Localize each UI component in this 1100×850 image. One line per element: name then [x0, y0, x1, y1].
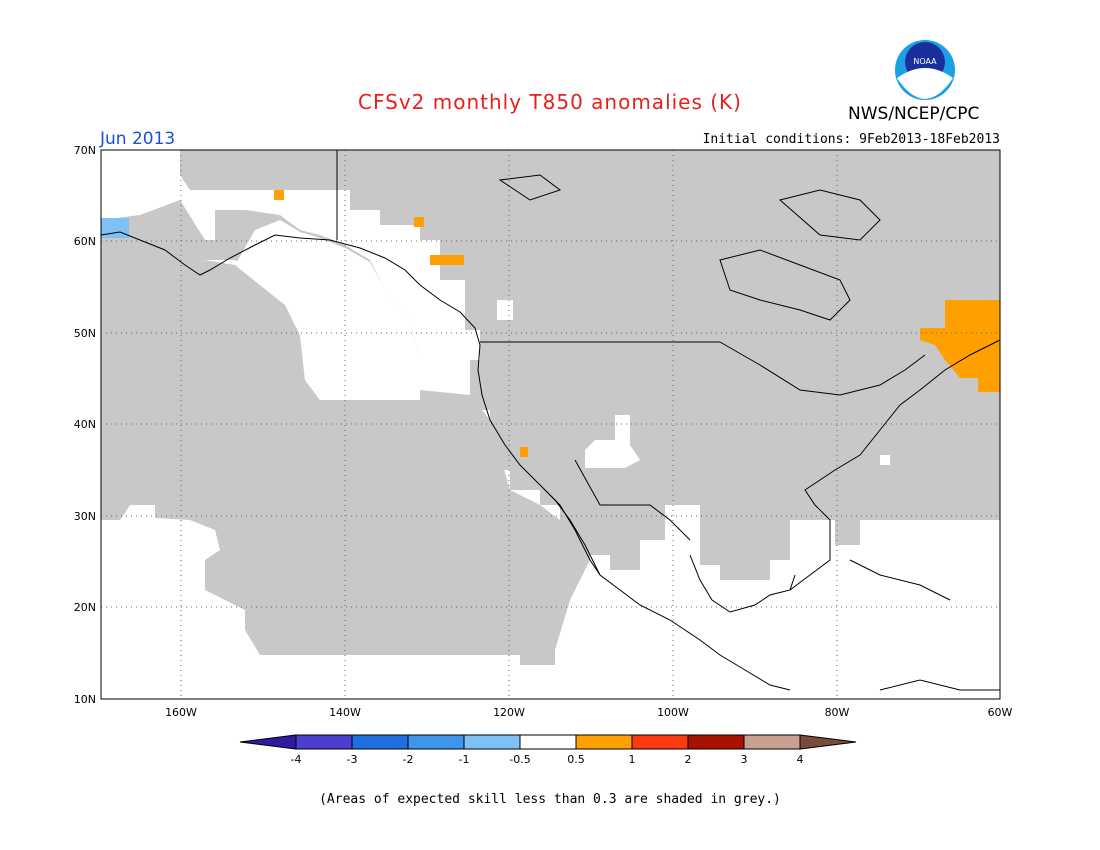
lon-label: 140W: [329, 706, 361, 719]
colorbar-label: 4: [797, 753, 804, 766]
positive-anomaly-patch: [430, 255, 464, 265]
noaa-logo: NOAA: [895, 40, 955, 100]
colorbar-segment: [295, 734, 353, 750]
colorbar-arrow-high: [799, 734, 857, 750]
colorbar-label: -2: [403, 753, 414, 766]
lon-labels: 160W 140W 120W 100W 80W 60W: [165, 706, 1012, 719]
agency-label: NWS/NCEP/CPC: [848, 104, 980, 124]
lat-label: 20N: [74, 601, 96, 614]
colorbar-segment: [351, 734, 409, 750]
colorbar-segment: [687, 734, 745, 750]
lat-label: 10N: [74, 693, 96, 706]
colorbar-segment: [463, 734, 521, 750]
positive-anomaly-patch: [274, 190, 284, 200]
lat-label: 70N: [74, 144, 96, 157]
map-frame: [100, 149, 1001, 700]
colorbar-arrow-low: [239, 734, 297, 750]
colorbar-label: 3: [741, 753, 748, 766]
lon-label: 80W: [825, 706, 850, 719]
colorbar-label: 0.5: [567, 753, 585, 766]
colorbar: -4 -3 -2 -1 -0.5 0.5 1 2 3 4: [239, 734, 857, 766]
colorbar-segment: [519, 734, 577, 750]
positive-anomaly-patch: [520, 447, 528, 457]
colorbar-label: -4: [291, 753, 302, 766]
lat-labels: 70N 60N 50N 40N 30N 20N 10N: [74, 144, 96, 706]
lat-label: 40N: [74, 418, 96, 431]
colorbar-segment: [575, 734, 633, 750]
lat-label: 50N: [74, 327, 96, 340]
colorbar-label: -3: [347, 753, 358, 766]
forecast-month: Jun 2013: [100, 129, 176, 149]
lon-label: 100W: [657, 706, 689, 719]
colorbar-label: 1: [629, 753, 636, 766]
lon-label: 120W: [493, 706, 525, 719]
map-title: CFSv2 monthly T850 anomalies (K): [358, 90, 742, 114]
colorbar-segment: [407, 734, 465, 750]
colorbar-segment: [631, 734, 689, 750]
lat-label: 60N: [74, 235, 96, 248]
colorbar-segment: [743, 734, 801, 750]
positive-anomaly-patch: [920, 300, 1000, 392]
lon-label: 160W: [165, 706, 197, 719]
lat-label: 30N: [74, 510, 96, 523]
negative-anomaly-patch: [101, 218, 129, 238]
noaa-logo-text: NOAA: [913, 57, 937, 66]
positive-anomaly-patch: [414, 217, 424, 227]
footnote: (Areas of expected skill less than 0.3 a…: [319, 792, 781, 807]
colorbar-label: 2: [685, 753, 692, 766]
coastlines: [100, 150, 1001, 691]
initial-conditions: Initial conditions: 9Feb2013-18Feb2013: [702, 132, 1000, 147]
low-skill-shading: [101, 150, 1000, 665]
lon-label: 60W: [988, 706, 1013, 719]
colorbar-label: -0.5: [509, 753, 530, 766]
colorbar-label: -1: [459, 753, 470, 766]
